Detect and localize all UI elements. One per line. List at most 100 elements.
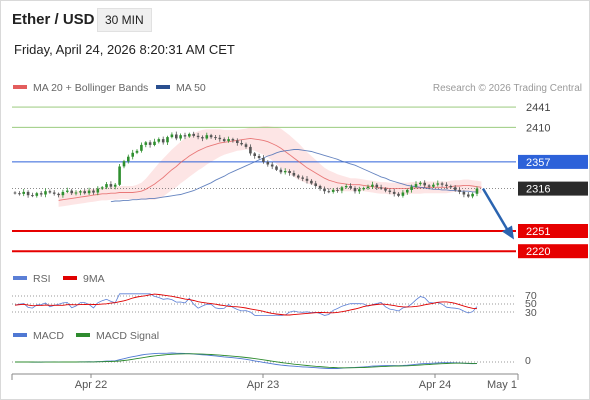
level-label-box (518, 154, 588, 169)
macd-panel: MACD MACD Signal 0 (12, 330, 531, 369)
level-label: 2220 (526, 246, 550, 258)
legend-macd-label: MACD (33, 330, 64, 342)
candle-body (375, 184, 379, 188)
candle-body (100, 187, 104, 189)
candle-body (131, 152, 134, 157)
level-label-box (518, 224, 588, 238)
rsi-tick-50: 50 (525, 298, 537, 310)
rsi-tick-70: 70 (525, 290, 537, 302)
forecast-arrow-head (502, 225, 514, 240)
candle-body (39, 193, 43, 195)
candle-body (467, 194, 470, 197)
candle-body (122, 161, 126, 167)
macd-signal-line (15, 353, 477, 369)
candle-body (79, 191, 82, 193)
x-tick-label: Apr 22 (75, 379, 107, 391)
candle-body (475, 188, 479, 194)
candle-body (96, 188, 100, 193)
candle-body (401, 192, 405, 196)
candle-body (266, 161, 270, 165)
candle-body (344, 186, 348, 188)
candle-body (109, 184, 113, 187)
candle-body (305, 178, 309, 181)
rsi-tick-30: 30 (525, 307, 537, 319)
candle-body (222, 139, 226, 142)
candle-body (301, 177, 304, 179)
candle-body (61, 191, 65, 196)
candle-body (209, 135, 213, 138)
level-labels: 2441 2410 2357 2316 2251 2220 (518, 102, 588, 259)
candle-body (161, 139, 165, 143)
candle-body (22, 191, 25, 194)
candle-body (192, 133, 195, 136)
candle-body (236, 140, 239, 143)
candle-body (175, 134, 178, 139)
candle-body (70, 190, 73, 194)
candle-body (52, 192, 56, 194)
candle-body (279, 169, 283, 173)
candle-body (257, 156, 261, 158)
legend-macd-swatch (13, 333, 27, 337)
candle-body (31, 195, 34, 197)
x-tick-label: Apr 23 (247, 379, 279, 391)
legend-macd-signal-label: MACD Signal (96, 330, 159, 342)
macd-tick-0: 0 (525, 355, 531, 367)
main-legend: MA 20 + Bollinger Bands MA 50 Research ©… (13, 82, 582, 94)
price-levels (12, 106, 516, 253)
candle-body (323, 188, 326, 192)
candle-body (188, 133, 191, 137)
legend-ma20-swatch (13, 85, 27, 89)
candle-body (262, 158, 265, 162)
candle-body (201, 137, 204, 139)
candle-body (48, 191, 52, 193)
candle-body (349, 186, 352, 188)
candle-body (105, 184, 108, 188)
candle-body (83, 191, 86, 194)
candle-body (458, 189, 461, 192)
candle-body (432, 184, 435, 187)
candle-body (388, 190, 392, 192)
legend-macd-signal-swatch (76, 333, 90, 337)
candle-body (205, 135, 209, 139)
candle-body (196, 135, 200, 138)
candle-body (74, 192, 78, 194)
candle-body (157, 139, 161, 142)
candle-body (170, 134, 174, 138)
candle-body (140, 144, 143, 151)
rsi-lines (14, 293, 478, 317)
candle-body (449, 186, 453, 188)
rsi-panel: RSI 9MA 70 50 30 (12, 273, 537, 319)
candle-body (231, 139, 235, 141)
candle-body (436, 183, 440, 185)
candles (13, 131, 479, 199)
timeframe-button[interactable]: 30 MIN (97, 8, 152, 32)
candle-body (127, 156, 130, 162)
candle-body (26, 191, 30, 196)
x-axis: Apr 22 Apr 23 Apr 24 May 1 (11, 373, 519, 391)
candle-body (362, 188, 365, 190)
candle-body (283, 171, 287, 173)
level-label-box (518, 181, 588, 196)
level-label: 2441 (526, 102, 550, 114)
candle-body (214, 137, 217, 139)
x-tick-label: May 1 (487, 379, 517, 391)
level-label: 2251 (526, 226, 550, 238)
legend-ma50-swatch (156, 85, 170, 89)
candle-body (410, 186, 413, 190)
candle-body (144, 142, 148, 145)
rsi-line (14, 293, 478, 317)
candle-body (358, 189, 361, 192)
candle-body (13, 192, 17, 194)
candle-body (118, 166, 121, 185)
candle-body (445, 184, 448, 186)
candle-body (18, 193, 21, 195)
candle-body (183, 135, 187, 137)
candle-body (288, 171, 291, 173)
legend-rsi-ma-label: 9MA (83, 273, 105, 285)
x-tick-label: Apr 24 (419, 379, 451, 391)
candle-body (384, 188, 387, 191)
candle-body (397, 193, 400, 196)
candle-body (87, 190, 91, 194)
candle-body (166, 137, 169, 143)
